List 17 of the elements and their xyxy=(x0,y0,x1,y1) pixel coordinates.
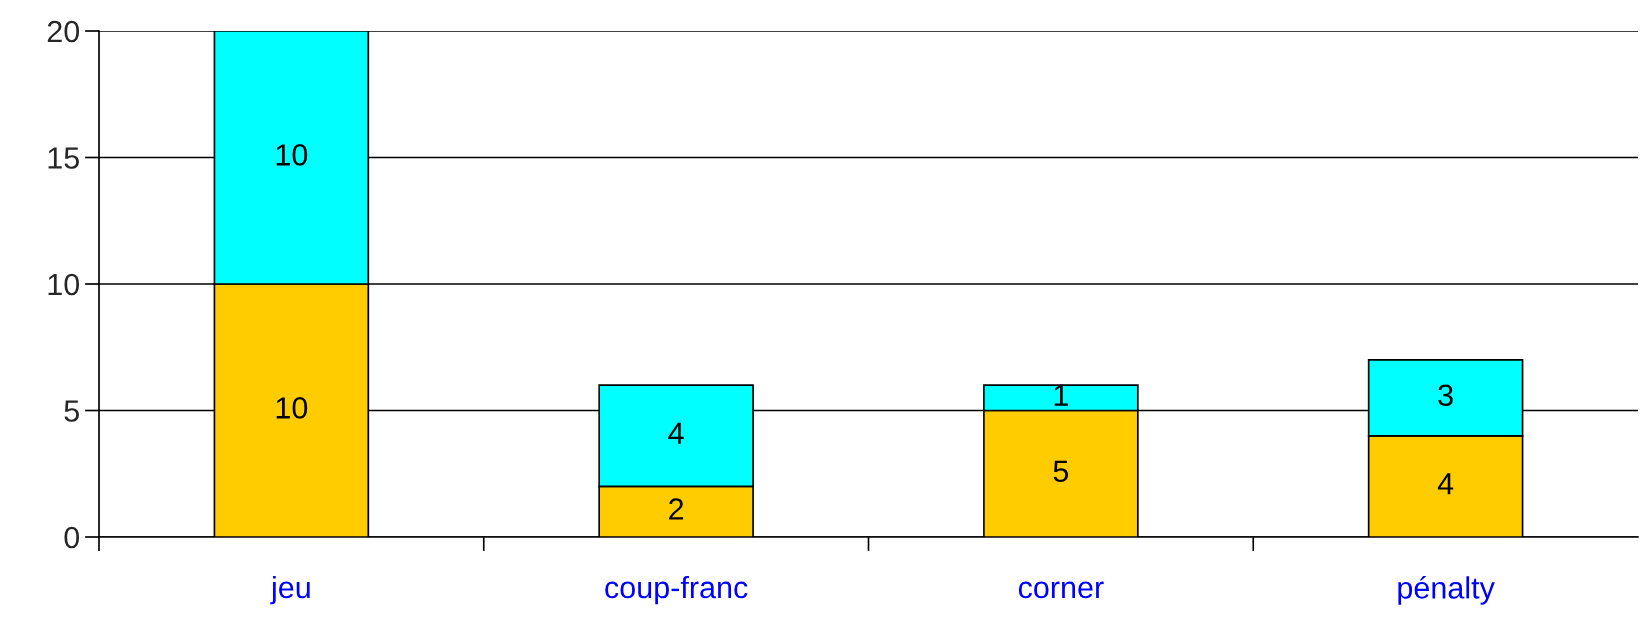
y-tick-label: 5 xyxy=(64,400,79,422)
data-label: 4 xyxy=(668,422,684,444)
x-tick-label: corner xyxy=(1018,581,1104,599)
data-label: 1 xyxy=(1054,384,1068,406)
data-label: 3 xyxy=(1438,384,1453,407)
data-label: 4 xyxy=(1437,473,1454,495)
y-tick-label: 15 xyxy=(48,147,79,169)
data-label: 2 xyxy=(669,498,684,520)
x-tick-label: pénalty xyxy=(1398,575,1495,605)
data-label: 10 xyxy=(276,144,308,166)
x-tick-label: coup-franc xyxy=(605,575,748,605)
y-tick-label: 10 xyxy=(48,273,80,296)
y-tick-label: 0 xyxy=(64,526,80,549)
data-label: 5 xyxy=(1053,460,1069,482)
y-tick-label: 20 xyxy=(47,20,80,43)
data-label: 10 xyxy=(276,397,308,419)
x-tick-label: jeu xyxy=(270,575,310,605)
